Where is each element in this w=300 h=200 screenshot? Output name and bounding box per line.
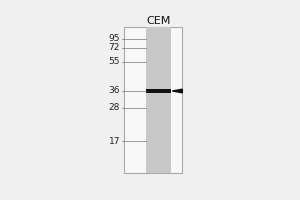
Text: 55: 55 (109, 57, 120, 66)
Text: 72: 72 (109, 43, 120, 52)
Text: 95: 95 (109, 34, 120, 43)
Polygon shape (172, 89, 182, 93)
Bar (146, 27, 171, 173)
Text: 28: 28 (109, 103, 120, 112)
Text: CEM: CEM (146, 16, 171, 26)
Bar (146, 89, 171, 93)
Bar (124, 27, 182, 173)
Text: 17: 17 (109, 137, 120, 146)
Text: 36: 36 (109, 86, 120, 95)
